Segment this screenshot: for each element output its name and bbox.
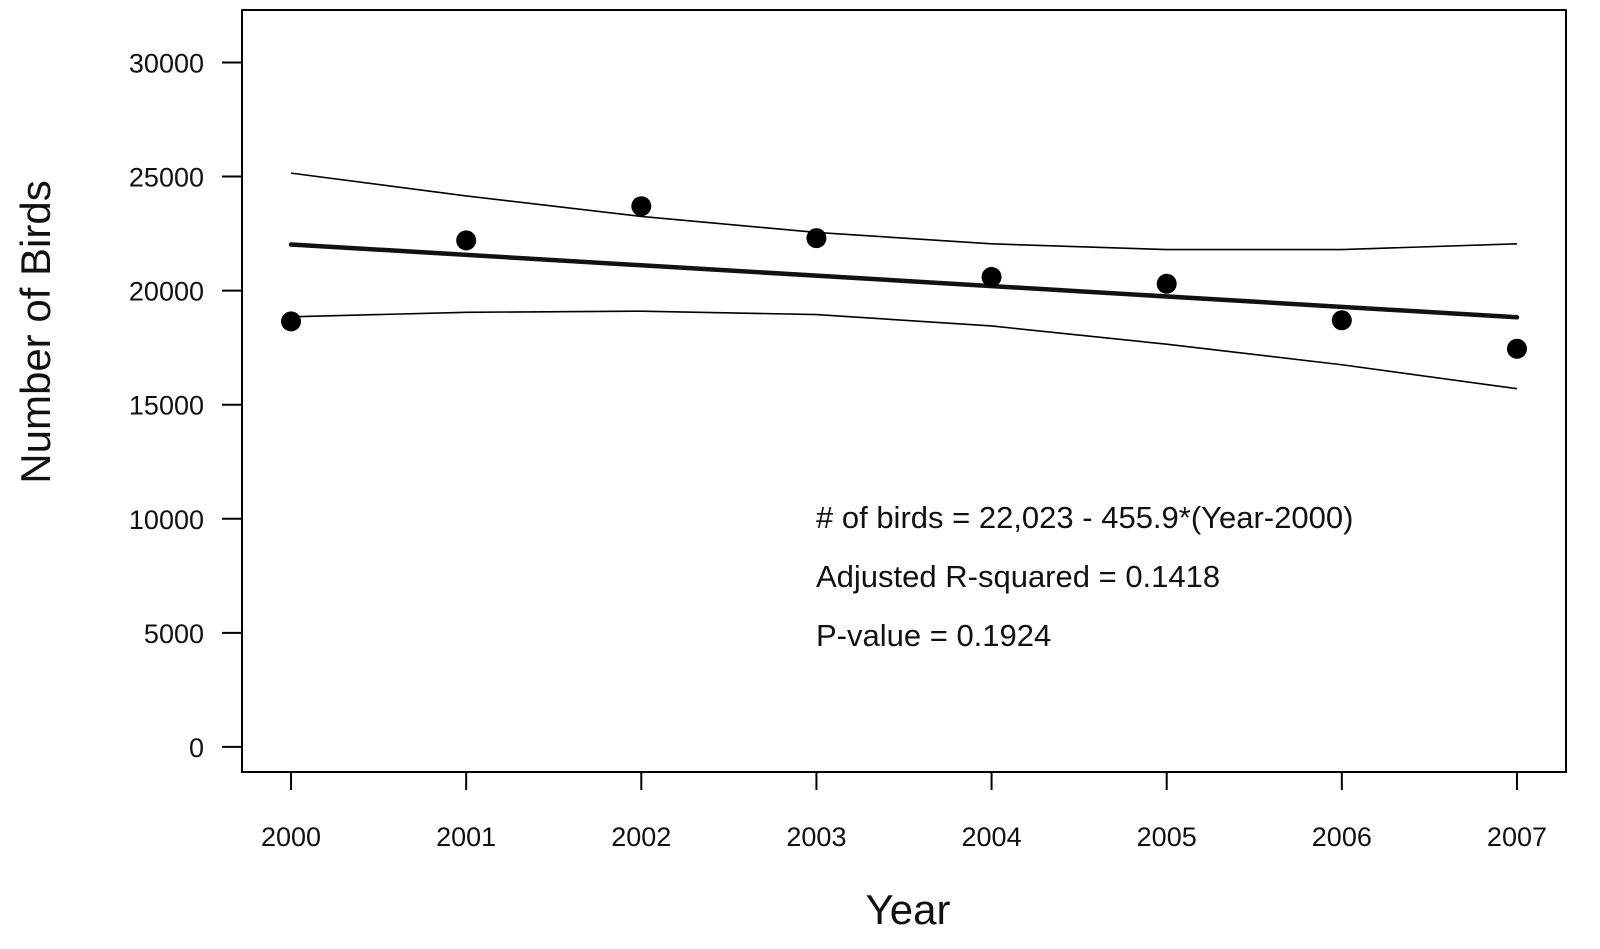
y-tick-label: 15000: [129, 391, 204, 421]
data-point: [806, 228, 827, 249]
p-value: P-value = 0.1924: [816, 618, 1051, 653]
x-tick-label: 2005: [1137, 822, 1197, 852]
x-tick-label: 2000: [261, 822, 321, 852]
x-axis-title: Year: [866, 886, 951, 933]
x-axis-ticks: 2000 2001 2002 2003 2004 2005 2006 2007: [261, 772, 1547, 852]
x-tick-label: 2004: [962, 822, 1022, 852]
x-tick-label: 2001: [436, 822, 496, 852]
y-tick-label: 20000: [129, 277, 204, 307]
regression-equation: # of birds = 22,023 - 455.9*(Year-2000): [816, 500, 1353, 535]
regression-fit-line: [288, 242, 1520, 320]
data-points: [281, 196, 1527, 359]
y-tick-label: 30000: [129, 48, 204, 78]
y-tick-label: 5000: [144, 619, 204, 649]
x-tick-label: 2007: [1487, 822, 1547, 852]
data-point: [1156, 273, 1177, 294]
x-tick-label: 2003: [786, 822, 846, 852]
y-axis-title: Number of Birds: [12, 180, 59, 483]
data-point: [1506, 338, 1527, 359]
fit-line-group: [288, 242, 1520, 320]
x-tick-label: 2006: [1312, 822, 1372, 852]
y-tick-label: 25000: [129, 163, 204, 193]
plot-frame: [241, 9, 1567, 773]
data-point: [981, 266, 1002, 287]
data-point: [631, 196, 652, 217]
confidence-band-upper: [290, 172, 1517, 251]
data-point: [281, 311, 302, 332]
confidence-band-lower: [291, 310, 1518, 390]
y-tick-label: 10000: [129, 505, 204, 535]
data-point: [456, 230, 477, 251]
y-axis-ticks: 0 5000 10000 15000 20000 25000 30000: [129, 48, 242, 763]
x-tick-label: 2002: [611, 822, 671, 852]
y-tick-label: 0: [189, 733, 204, 763]
adjusted-r-squared: Adjusted R-squared = 0.1418: [816, 559, 1220, 594]
confidence-band: [290, 172, 1518, 390]
data-point: [1331, 310, 1352, 331]
